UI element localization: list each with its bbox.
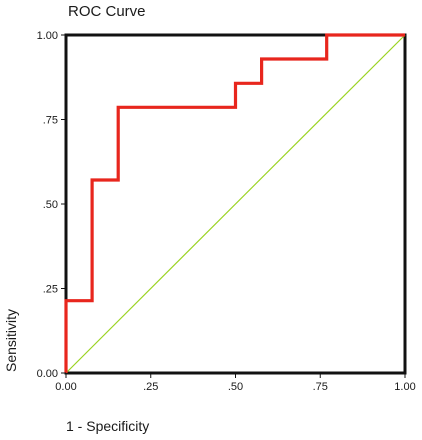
x-tick-label: 0.00 [55, 381, 76, 393]
y-tick-label: .50 [43, 199, 58, 211]
x-tick-label: .25 [143, 381, 158, 393]
x-axis-label: 1 - Specificity [66, 418, 149, 434]
reference-line [65, 34, 406, 374]
y-tick-label: 1.00 [37, 30, 58, 42]
x-tick-label: 1.00 [394, 381, 415, 393]
y-tick-label: 0.00 [37, 368, 58, 380]
x-tick-label: .75 [313, 381, 328, 393]
chart-title: ROC Curve [68, 3, 146, 20]
y-tick-label: .25 [43, 284, 58, 296]
y-tick-label: .75 [43, 115, 58, 127]
x-tick-label: .50 [228, 381, 243, 393]
plot-area: 0.00 .25 .50 .75 1.00 0.00 .25 .50 .75 1.00 [37, 30, 416, 393]
roc-curve-line [64, 33, 405, 373]
y-axis-label: Sensitivity [3, 309, 19, 372]
